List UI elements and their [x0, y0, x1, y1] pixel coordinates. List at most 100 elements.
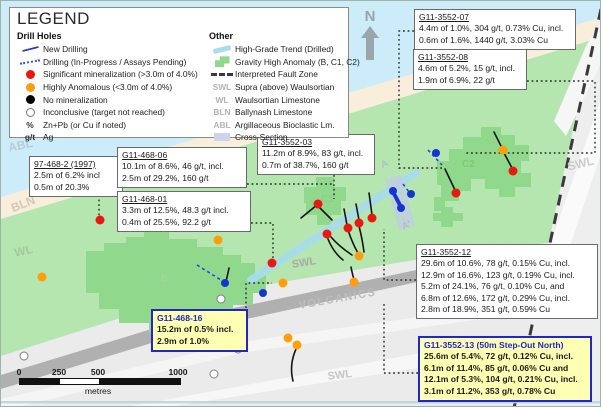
- drill-collar-orange: [292, 340, 302, 350]
- map-label-b: B: [161, 273, 169, 284]
- legend-item: g/t Ag: [17, 131, 209, 144]
- text-gray-swatch: WL: [215, 94, 229, 105]
- assay-result-line: 1.9m of 6.9%, 22 g/t: [418, 74, 495, 85]
- legend-item-label: Significant mineralization (>3.0m of 4.0…: [43, 69, 198, 80]
- drill-collar-red: [95, 215, 105, 225]
- assay-result-line: 0.7m of 38.7%, 160 g/t: [262, 159, 349, 170]
- drill-collar-red: [367, 213, 377, 223]
- scale-unit-label: metres: [84, 386, 112, 396]
- drill-collar-red: [267, 258, 277, 268]
- legend-item-label: High-Grade Trend (Drilled): [235, 44, 334, 55]
- legend-panel: LEGEND Drill Holes New Drilling Drilling …: [9, 7, 360, 142]
- scale-tick-1000: 1000: [168, 367, 188, 377]
- text-gray-swatch: BLN: [213, 107, 231, 118]
- assay-result-line: 2.8m of 18.9%, 351 g/t, 0.59% Cu: [421, 304, 550, 315]
- legend-item: High-Grade Trend (Drilled): [209, 43, 347, 56]
- legend-item: Interpreted Fault Zone: [209, 68, 347, 81]
- legend-item: WL Waulsortian Limestone: [209, 93, 347, 106]
- north-arrow-icon: [361, 26, 379, 38]
- legend-item: No mineralization: [17, 93, 209, 106]
- legend-item-label: Ag: [43, 132, 54, 143]
- dot-orange-swatch: [17, 82, 43, 93]
- drill-collar-blue: [221, 279, 229, 287]
- assay-result-line: 10.1m of 8.6%, 46 g/t, incl.: [122, 161, 224, 172]
- drill-collar-red: [354, 218, 364, 228]
- scale-tick-500: 500: [90, 367, 106, 377]
- assay-result-line: 2.9m of 1.0%: [157, 335, 210, 346]
- legend-item: Gravity High Anomaly (B, C1, C2): [209, 56, 360, 69]
- fault-swatch: [209, 69, 235, 80]
- assay-result-line: 3.3m of 12.5%, 48.3 g/t incl.: [122, 205, 229, 216]
- map-label-c1: C1: [321, 194, 334, 205]
- assay-result-line: 2.5m of 6.2% incl: [34, 170, 100, 181]
- assay-result-line: 6.8m of 12.6%, 172 g/t, 0.29% Cu, incl.: [421, 292, 571, 303]
- gravity-anomaly-b: [86, 231, 266, 333]
- drill-collar-white: [209, 369, 219, 379]
- drill-collar-blue: [407, 190, 415, 198]
- assay-result-line: 25.6m of 5.4%, 72 g/t, 0.12% Cu, incl.: [424, 351, 574, 362]
- text-swatch: %: [26, 119, 34, 130]
- legend-item-label: Cross-Section: [235, 132, 288, 143]
- drill-collar-blue: [389, 187, 397, 195]
- drill-collar-white: [19, 351, 29, 361]
- scale-tick-250: 250: [51, 367, 67, 377]
- legend-item-label: Drilling (In-Progress / Assays Pending): [43, 56, 187, 67]
- legend-left-header: Drill Holes: [17, 31, 62, 41]
- drill-collar-red: [508, 166, 518, 176]
- drillhole-id: 97-468-2 (1997): [34, 159, 96, 169]
- assay-result-line: 6.1m of 11.4%, 85 g/t, 0.06% Cu and: [424, 362, 569, 373]
- legend-item-label: Waulsortian Limestone: [235, 94, 320, 105]
- drillhole-id: G11-3552-13 (50m Step-Out North): [424, 340, 564, 350]
- legend-item: BLN Ballynash Limestone: [209, 106, 347, 119]
- drill-collar-red: [322, 229, 332, 239]
- legend-item-label: Highly Anomalous (<3.0m of 4.0%): [43, 82, 173, 93]
- assay-result-line: 0.4m of 25.5%, 92.2 g/t: [122, 216, 211, 227]
- text-gray-swatch: ABL: [213, 119, 231, 130]
- assay-result-line: 3.1m of 11.2%, 353 g/t, 0.78% Cu: [424, 385, 556, 396]
- dot-black-swatch: [17, 94, 43, 105]
- drillhole-id: G11-468-06: [122, 150, 168, 160]
- legend-item: Cross-Section: [209, 131, 347, 144]
- assay-result-line: 12.9m of 16.6%, 123 g/t, 0.19% Cu, incl.: [421, 269, 575, 280]
- legend-item: Drilling (In-Progress / Assays Pending): [17, 56, 209, 69]
- drillhole-id: G11-3552-03: [262, 137, 313, 147]
- drillhole-id: G11-468-01: [122, 194, 168, 204]
- legend-item-label: Interpreted Fault Zone: [235, 69, 318, 80]
- assay-result-line: 29.6m of 10.6%, 78 g/t, 0.15% Cu, incl.: [421, 258, 571, 269]
- legend-item: Highly Anomalous (<3.0m of 4.0%): [17, 81, 209, 94]
- dot-red-swatch: [17, 69, 43, 80]
- legend-item: SWL Supra (above) Waulsortian: [209, 81, 347, 94]
- assay-result-line: 0.6m of 1.6%, 1440 g/t, 3.03% Cu: [419, 34, 548, 45]
- assay-result-line: 4.4m of 1.0%, 304 g/t, 0.73% Cu, incl.: [419, 23, 564, 34]
- drill-collar-red: [313, 199, 323, 209]
- scale-tick-0: 0: [16, 367, 22, 377]
- drill-collar-orange: [37, 272, 47, 282]
- assay-result-line: 2.5m of 29.2%, 160 g/t: [122, 172, 209, 183]
- legend-item-label: Gravity High Anomaly (B, C1, C2): [235, 56, 360, 67]
- annotation-box-G11-3552-12: G11-3552-12 29.6m of 10.6%, 78 g/t, 0.15%…: [416, 244, 598, 320]
- drillhole-id: G11-468-16: [157, 313, 203, 323]
- annotation-box-G11-3552-08: G11-3552-08 4.6m of 5.2%, 15 g/t, incl. 1.…: [413, 49, 527, 91]
- map-label-c2: C2: [462, 159, 475, 170]
- text-gray-swatch: SWL: [212, 82, 232, 93]
- drill-collar-orange: [349, 277, 359, 287]
- assay-result-line: 5.2m of 24.1%, 76 g/t, 0.10% Cu, and: [421, 281, 565, 292]
- drill-collar-red: [343, 223, 353, 233]
- legend-title: LEGEND: [17, 9, 90, 28]
- drill-collar-orange: [213, 235, 223, 245]
- north-label: N: [364, 8, 376, 25]
- annotation-box-97-468-2: 97-468-2 (1997) 2.5m of 6.2% incl 0.5m of …: [29, 156, 123, 198]
- cross-section-swatch: [209, 132, 235, 143]
- annotation-box-G11-468-01: G11-468-01 3.3m of 12.5%, 48.3 g/t incl. 0…: [117, 191, 251, 233]
- new-drilling-swatch: [17, 44, 43, 55]
- annotation-box-G11-3552-03: G11-3552-03 11.2m of 8.9%, 83 g/t, incl. 0…: [257, 134, 375, 176]
- assay-result-line: 12.1m of 5.3%, 104 g/t, 0.21% Cu, incl.: [424, 374, 578, 385]
- annotation-box-G11-468-16: G11-468-16 15.2m of 0.5% incl. 2.9m of 1.0…: [151, 309, 248, 353]
- trend-swatch: [209, 44, 235, 55]
- annotation-box-G11-468-06: G11-468-06 10.1m of 8.6%, 46 g/t, incl. 2.…: [117, 147, 247, 189]
- assay-result-line: 15.2m of 0.5% incl.: [157, 324, 234, 335]
- legend-item-label: Inconclusive (target not reached): [43, 107, 165, 118]
- annotation-box-G11-3552-13: G11-3552-13 (50m Step-Out North) 25.6m of…: [418, 336, 592, 403]
- drill-collar-white: [216, 294, 226, 304]
